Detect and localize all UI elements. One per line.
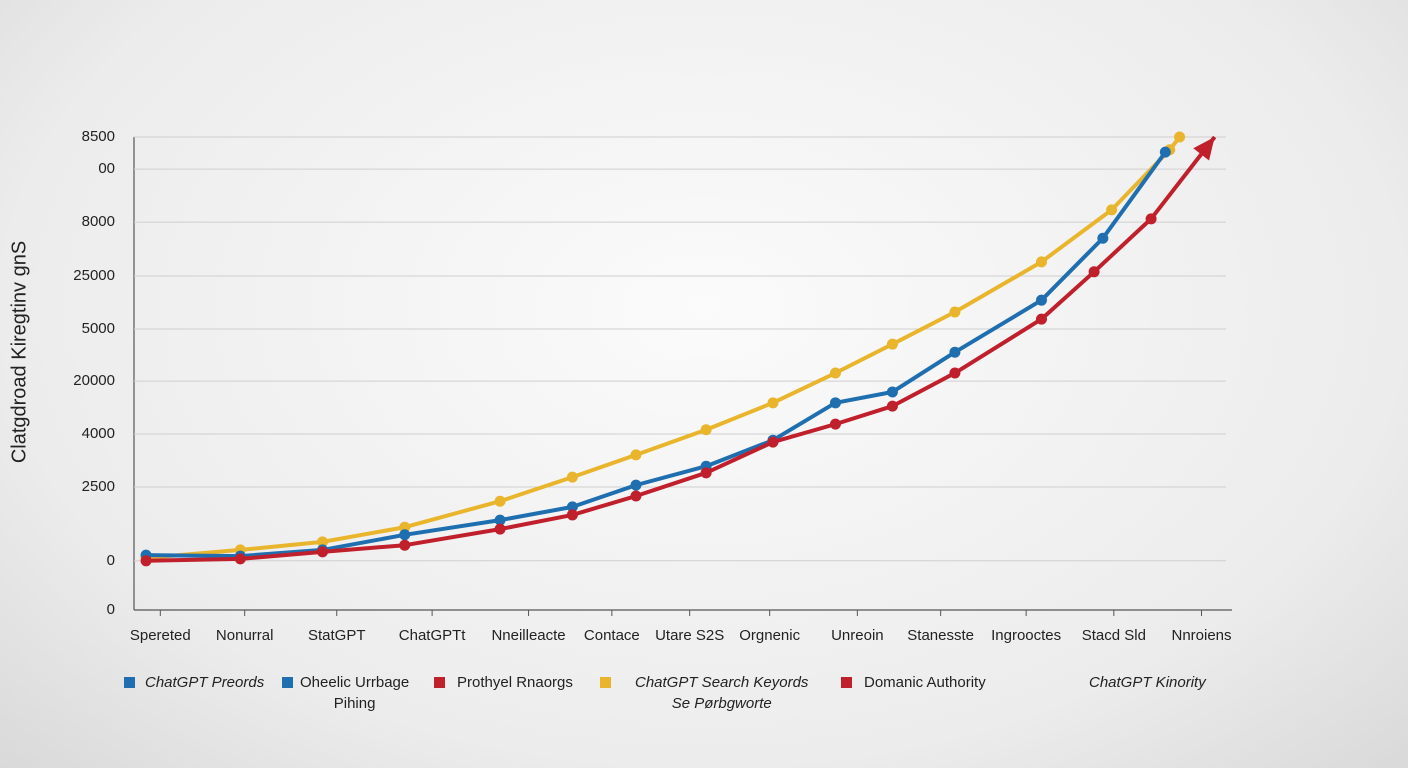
point xyxy=(566,501,578,513)
legend-item: ChatGPT Preords xyxy=(145,672,264,693)
y-tick-label: 00 xyxy=(98,160,115,177)
y-tick-label: 2500 xyxy=(82,478,115,495)
x-tick-label: Spereted xyxy=(130,627,191,644)
point xyxy=(829,418,841,430)
point xyxy=(494,514,506,526)
legend-swatch xyxy=(600,677,611,688)
x-tick-label: Ingrooctes xyxy=(991,627,1061,644)
x-tick-label: Nnroiens xyxy=(1171,627,1231,644)
legend-item: ChatGPT Search Keyords Se Pørbgworte xyxy=(635,672,808,714)
arrow-head xyxy=(1193,137,1215,161)
point xyxy=(886,338,898,350)
point xyxy=(1174,131,1186,143)
point xyxy=(886,386,898,398)
point xyxy=(949,367,961,379)
x-tick-label: Nneilleacte xyxy=(491,627,565,644)
legend-swatch xyxy=(282,677,293,688)
point xyxy=(630,449,642,461)
x-tick-label: ChatGPTt xyxy=(399,627,467,644)
legend-item: ChatGPT Kinority xyxy=(1089,672,1206,693)
x-tick-label: Contace xyxy=(584,627,640,644)
y-tick-label: 5000 xyxy=(82,320,115,337)
point xyxy=(630,490,642,502)
point xyxy=(317,546,329,558)
x-tick-label: Unreoin xyxy=(831,627,884,644)
x-tick-label: Utare S2S xyxy=(655,627,724,644)
point xyxy=(767,397,779,409)
legend-swatch xyxy=(124,677,135,688)
y-tick-label: 25000 xyxy=(73,267,115,284)
point xyxy=(829,397,841,409)
y-tick-label: 0 xyxy=(107,601,115,618)
x-tick-label: Nonurral xyxy=(216,627,274,644)
legend-text: Oheelic Urrbage xyxy=(300,674,410,691)
point xyxy=(140,555,152,567)
point xyxy=(886,400,898,412)
x-tick-label: StatGPT xyxy=(308,627,366,644)
y-axis-title: Clatgdroad Kiregtinv gnS xyxy=(8,241,30,463)
point xyxy=(494,495,506,507)
point xyxy=(494,523,506,535)
point xyxy=(1035,313,1047,325)
y-tick-label: 4000 xyxy=(82,425,115,442)
point xyxy=(566,509,578,521)
point xyxy=(949,306,961,318)
point xyxy=(949,346,961,358)
point xyxy=(317,536,329,548)
series-line xyxy=(145,135,1182,560)
legend-text: ChatGPT Preords xyxy=(145,674,265,691)
x-tick-label: Stacd Sld xyxy=(1082,627,1146,644)
x-tick-label: Stanesste xyxy=(907,627,974,644)
series-line xyxy=(146,150,1167,559)
point xyxy=(399,521,411,533)
point xyxy=(630,479,642,491)
point xyxy=(1035,294,1047,306)
point xyxy=(399,539,411,551)
legend-text: Domanic Authority xyxy=(864,674,986,691)
point xyxy=(700,467,712,479)
legend-swatch xyxy=(434,677,445,688)
y-tick-label: 8500 xyxy=(82,128,115,145)
legend-text: Prothyel Rnaorgs xyxy=(457,674,573,691)
legend-swatch xyxy=(841,677,852,688)
legend-text: Pihing xyxy=(333,695,376,712)
point xyxy=(1088,266,1100,278)
legend-text: ChatGPT Search Keyords xyxy=(635,674,809,691)
point xyxy=(1106,204,1118,216)
y-tick-label: 8000 xyxy=(82,213,115,230)
y-tick-label: 0 xyxy=(107,552,115,569)
point xyxy=(700,424,712,436)
point xyxy=(1145,213,1157,225)
point xyxy=(399,529,411,541)
x-tick-label: Orgnenic xyxy=(739,627,800,644)
point xyxy=(829,367,841,379)
legend-item: Prothyel Rnaorgs xyxy=(457,672,573,693)
legend-text: Se Pørbgworte xyxy=(671,695,772,712)
point xyxy=(234,553,246,565)
legend-item: Domanic Authority xyxy=(864,672,986,693)
legend-item: Oheelic Urrbage Pihing xyxy=(300,672,409,714)
y-tick-label: 20000 xyxy=(73,372,115,389)
point xyxy=(566,471,578,483)
point xyxy=(767,436,779,448)
point xyxy=(1097,232,1109,244)
point xyxy=(1159,146,1171,158)
point xyxy=(1035,256,1047,268)
legend-text: ChatGPT Kinority xyxy=(1089,674,1206,691)
series-line xyxy=(146,135,1217,563)
